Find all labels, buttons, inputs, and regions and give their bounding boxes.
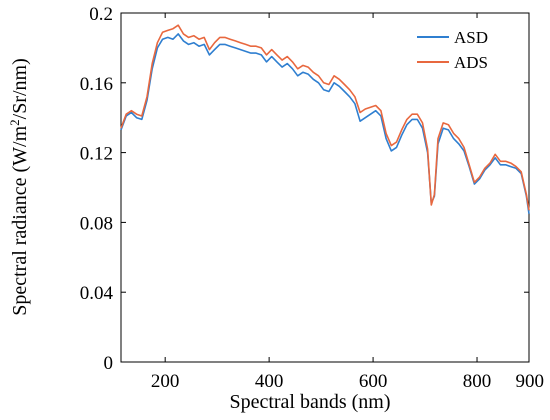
y-axis-title: Spectral radiance (W/m2/Sr/nm) (7, 58, 32, 316)
x-tick-label: 400 (255, 371, 284, 392)
x-tick-label: 900 (516, 371, 545, 392)
series-line-ads (120, 24, 530, 211)
axis-ticks: 0 0.04 0.08 0.12 0.16 0.2 200 400 600 800 900 (80, 4, 544, 392)
legend-label-ads: ADS (454, 53, 488, 72)
x-axis-title: Spectral bands (nm) (229, 391, 390, 413)
series-line-asd (120, 33, 530, 214)
y-tick-label: 0.2 (89, 4, 113, 25)
plot-frame (120, 12, 530, 363)
y-tick-label: 0.04 (80, 283, 114, 304)
y-axis-title-superscript: 2 (7, 119, 22, 126)
legend: ASD ADS (417, 28, 488, 72)
y-tick-label: 0.16 (80, 74, 113, 95)
y-tick-label: 0 (104, 353, 114, 374)
series-lines (120, 24, 530, 214)
y-axis-title-part-1: Spectral radiance (W/m (9, 125, 31, 315)
y-tick-label: 0.12 (80, 144, 113, 165)
y-tick-label: 0.08 (80, 213, 113, 234)
x-tick-label: 800 (463, 371, 492, 392)
x-tick-label: 600 (359, 371, 388, 392)
x-tick-label: 200 (151, 371, 180, 392)
legend-label-asd: ASD (454, 28, 488, 47)
y-axis-title-part-2: /Sr/nm) (9, 58, 31, 119)
